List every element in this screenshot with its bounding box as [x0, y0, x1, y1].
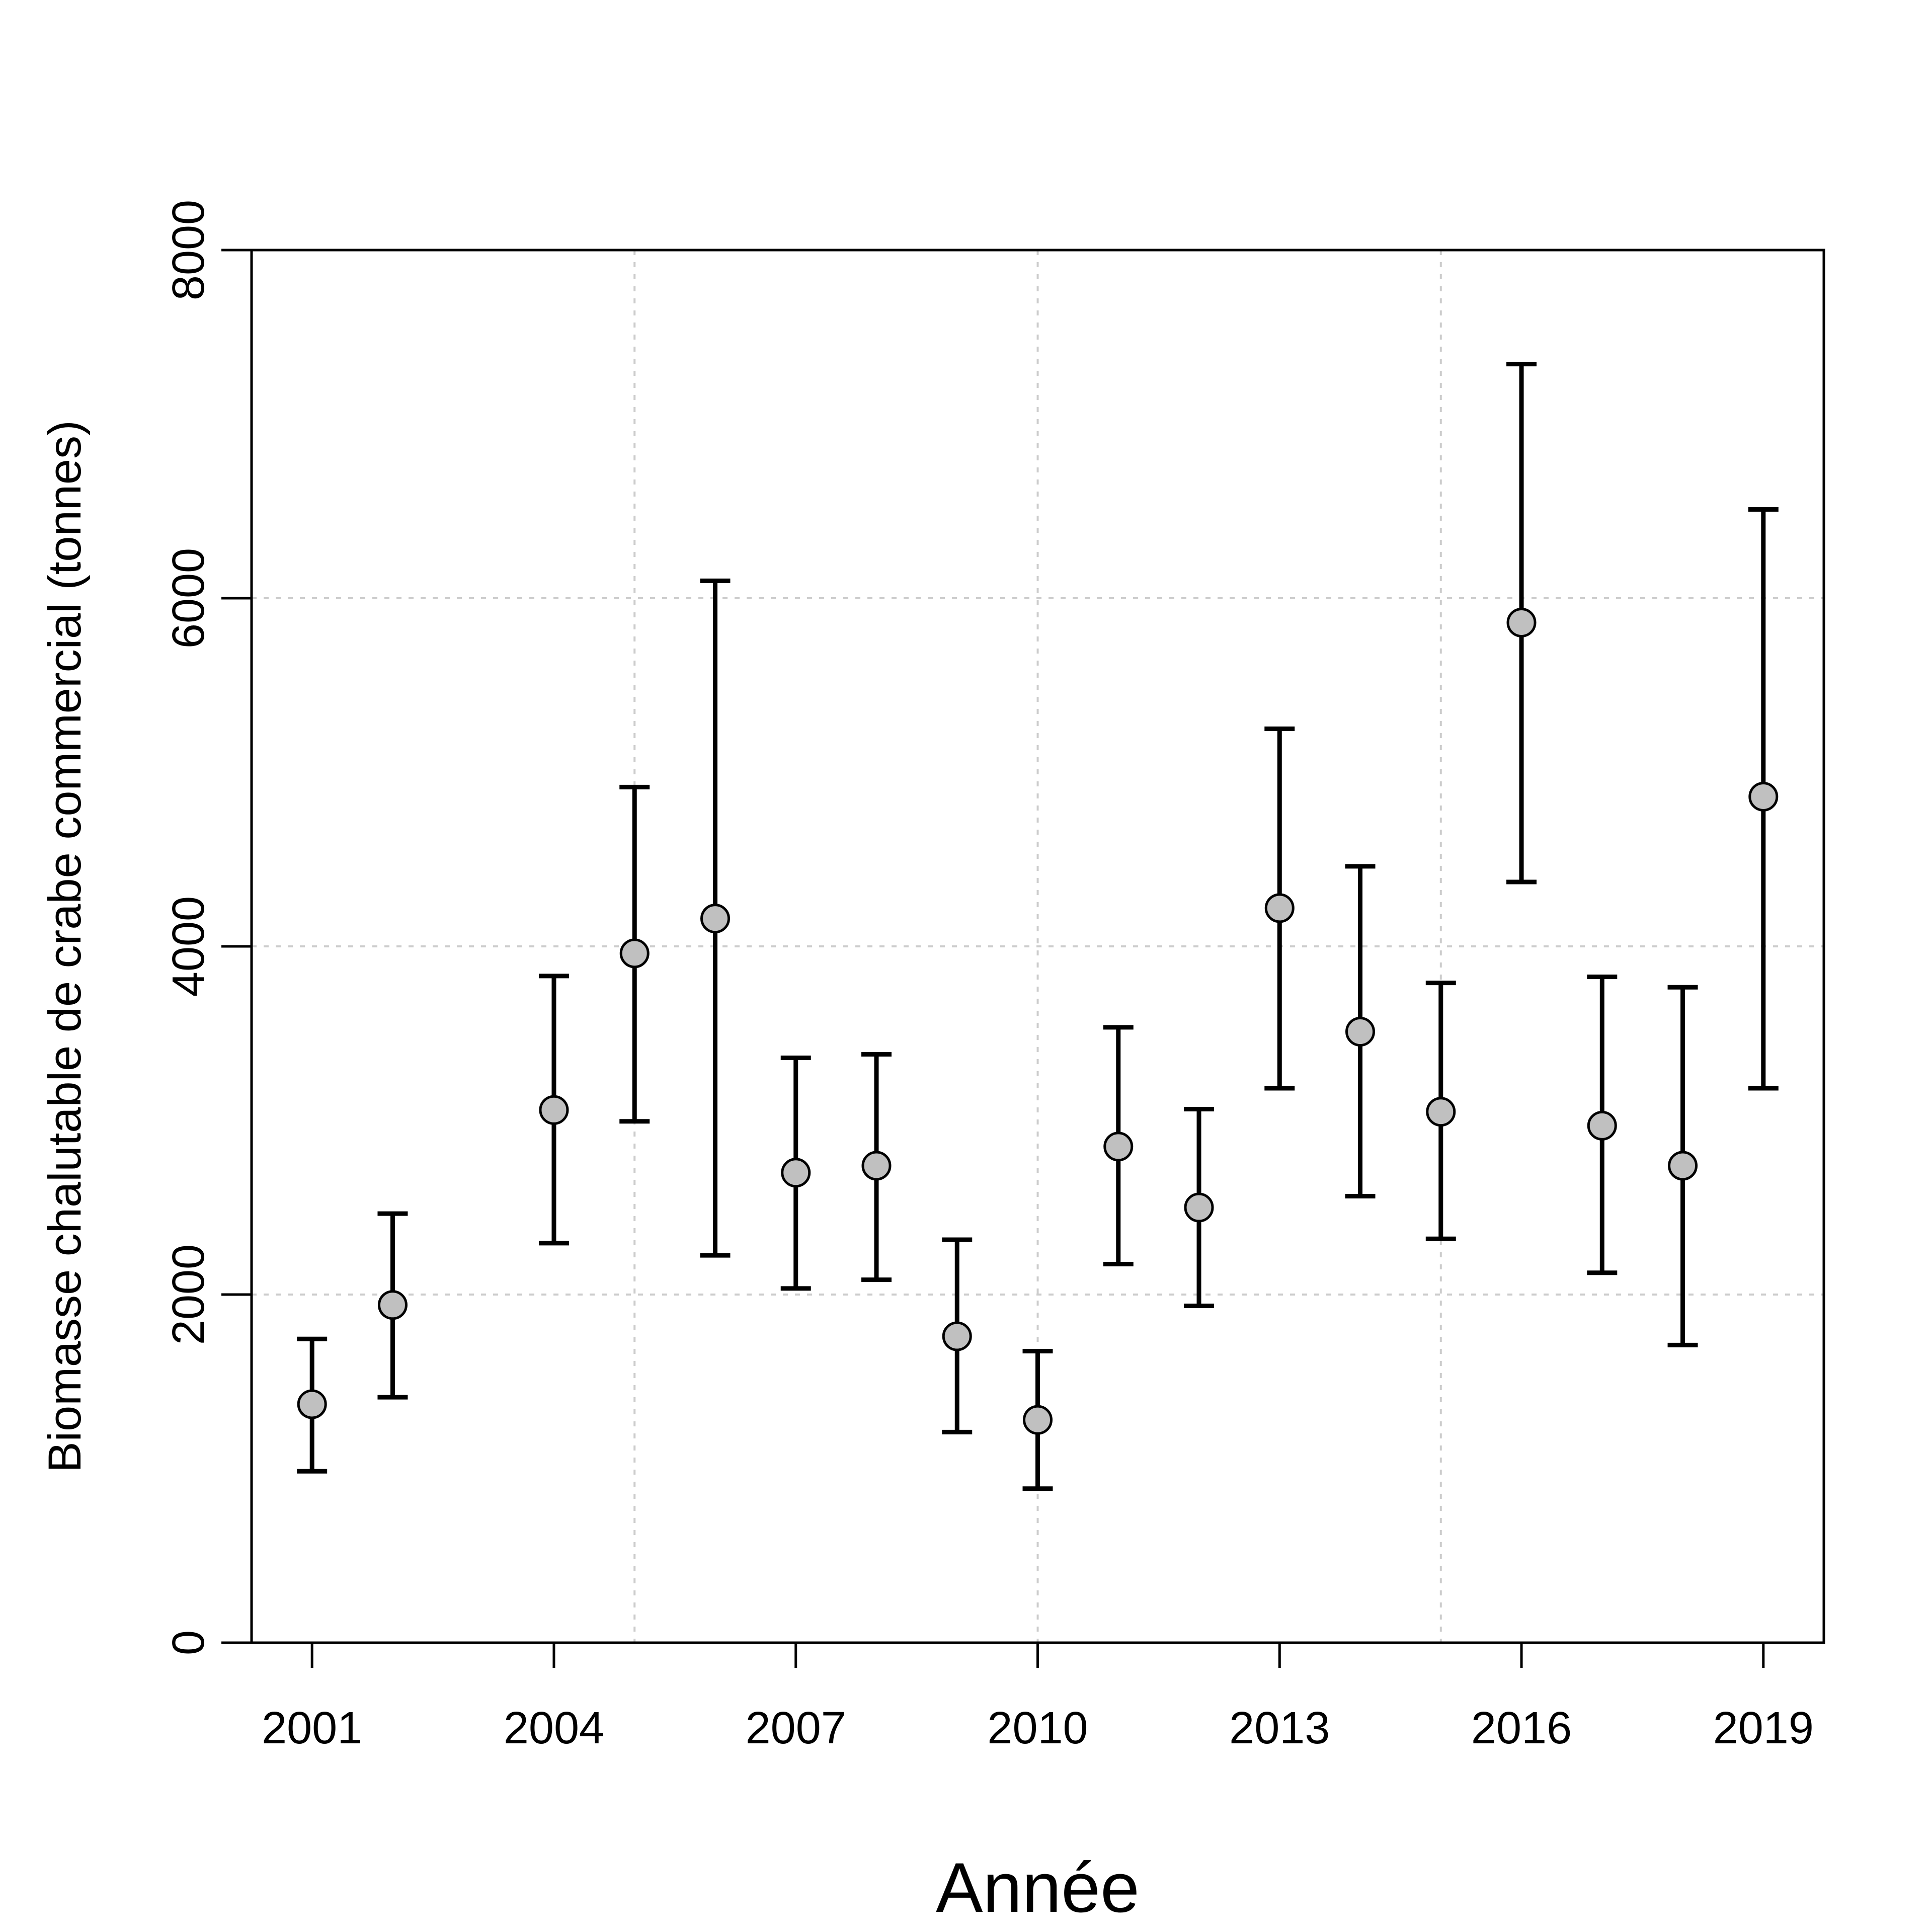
data-point: [1103, 1132, 1134, 1162]
data-point: [1426, 1097, 1456, 1127]
x-axis-title: Année: [936, 1848, 1140, 1927]
y-tick-label: 0: [164, 1630, 214, 1655]
y-tick-label: 4000: [164, 896, 214, 997]
x-tick-label: 2007: [746, 1703, 846, 1753]
data-point: [297, 1389, 327, 1419]
data-point: [700, 904, 730, 934]
data-point: [377, 1290, 408, 1320]
x-tick-label: 2019: [1713, 1703, 1814, 1753]
x-tick-label: 2010: [987, 1703, 1088, 1753]
data-point: [1023, 1405, 1053, 1435]
data-point: [781, 1158, 811, 1188]
data-point: [1668, 1151, 1698, 1181]
data-point: [1506, 607, 1537, 637]
x-tick-label: 2016: [1471, 1703, 1572, 1753]
data-points: [297, 607, 1779, 1435]
y-axis: 0 2000 4000 6000 8000: [164, 200, 252, 1655]
y-axis-title: Biomasse chalutable de crabe commercial …: [39, 420, 91, 1472]
x-tick-label: 2004: [504, 1703, 604, 1753]
x-tick-label: 2013: [1229, 1703, 1330, 1753]
data-point: [539, 1095, 569, 1125]
y-tick-label: 6000: [164, 548, 214, 649]
x-tick-label: 2001: [262, 1703, 362, 1753]
data-point: [1184, 1192, 1214, 1223]
data-point: [861, 1151, 892, 1181]
y-tick-label: 2000: [164, 1244, 214, 1345]
data-point: [942, 1321, 972, 1351]
data-point: [1264, 893, 1295, 923]
data-point: [1748, 781, 1779, 812]
y-tick-label: 8000: [164, 200, 214, 300]
data-point: [1345, 1017, 1376, 1047]
x-axis: 2001 2004 2007 2010 2013 2016 2019: [262, 1643, 1814, 1753]
data-point: [1587, 1110, 1617, 1141]
data-point: [619, 938, 650, 969]
